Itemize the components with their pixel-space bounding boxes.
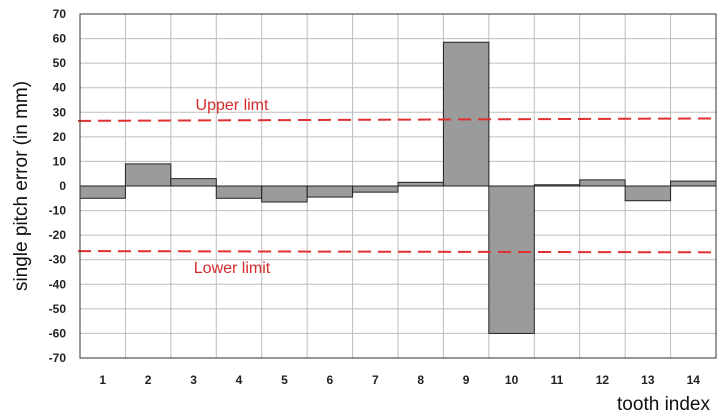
y-tick-label: -30 [49,253,67,267]
x-tick-label: 1 [99,373,106,387]
y-tick-label: 50 [53,56,67,70]
bar [306,185,354,198]
y-axis-title: single pitch error (in mm) [11,81,32,291]
y-tick-label: -20 [49,228,67,242]
bar [124,163,172,187]
bar [261,185,308,203]
limit-line [77,250,717,254]
reference-lines: Upper limt Lower limit [77,97,717,277]
x-tick-label: 7 [372,373,379,387]
bar [352,185,399,193]
bar [579,179,626,187]
y-tick-label: -70 [49,351,67,365]
x-tick-label: 12 [596,373,610,387]
x-tick-label: 9 [463,373,470,387]
x-tick-label: 5 [281,373,288,387]
y-tick-label: 0 [59,179,66,193]
y-tick-label: 70 [53,7,67,21]
x-axis-title: tooth index [617,394,710,415]
bar [488,185,535,334]
plot-frame [79,13,717,359]
upper-limit-label: Upper limt [196,97,269,114]
bar [79,185,126,199]
y-tick-label: 30 [53,105,67,119]
x-tick-label: 13 [641,373,655,387]
bar [624,185,672,202]
y-tick-label: -60 [49,326,67,340]
y-tick-label: 20 [53,130,67,144]
limit-line [77,117,717,122]
y-tick-label: -50 [49,302,67,316]
bar [670,180,717,187]
y-tick-label: 60 [53,32,67,46]
x-tick-label: 3 [190,373,197,387]
bar [442,41,490,187]
x-tick-label: 4 [236,373,243,387]
bar [170,178,217,187]
bar [397,181,444,187]
y-tick-label: 40 [53,81,67,95]
y-tick-label: -40 [49,277,67,291]
x-tick-label: 10 [505,373,519,387]
bar [215,185,263,199]
bars [79,41,717,334]
y-tick-label: 10 [53,154,67,168]
x-tick-label: 8 [417,373,424,387]
x-tick-label: 2 [145,373,152,387]
x-tick-label: 14 [687,373,701,387]
lower-limit-label: Lower limit [194,260,271,277]
x-tick-label: 11 [551,373,564,387]
y-tick-label: -10 [49,204,67,218]
x-tick-label: 6 [327,373,334,387]
